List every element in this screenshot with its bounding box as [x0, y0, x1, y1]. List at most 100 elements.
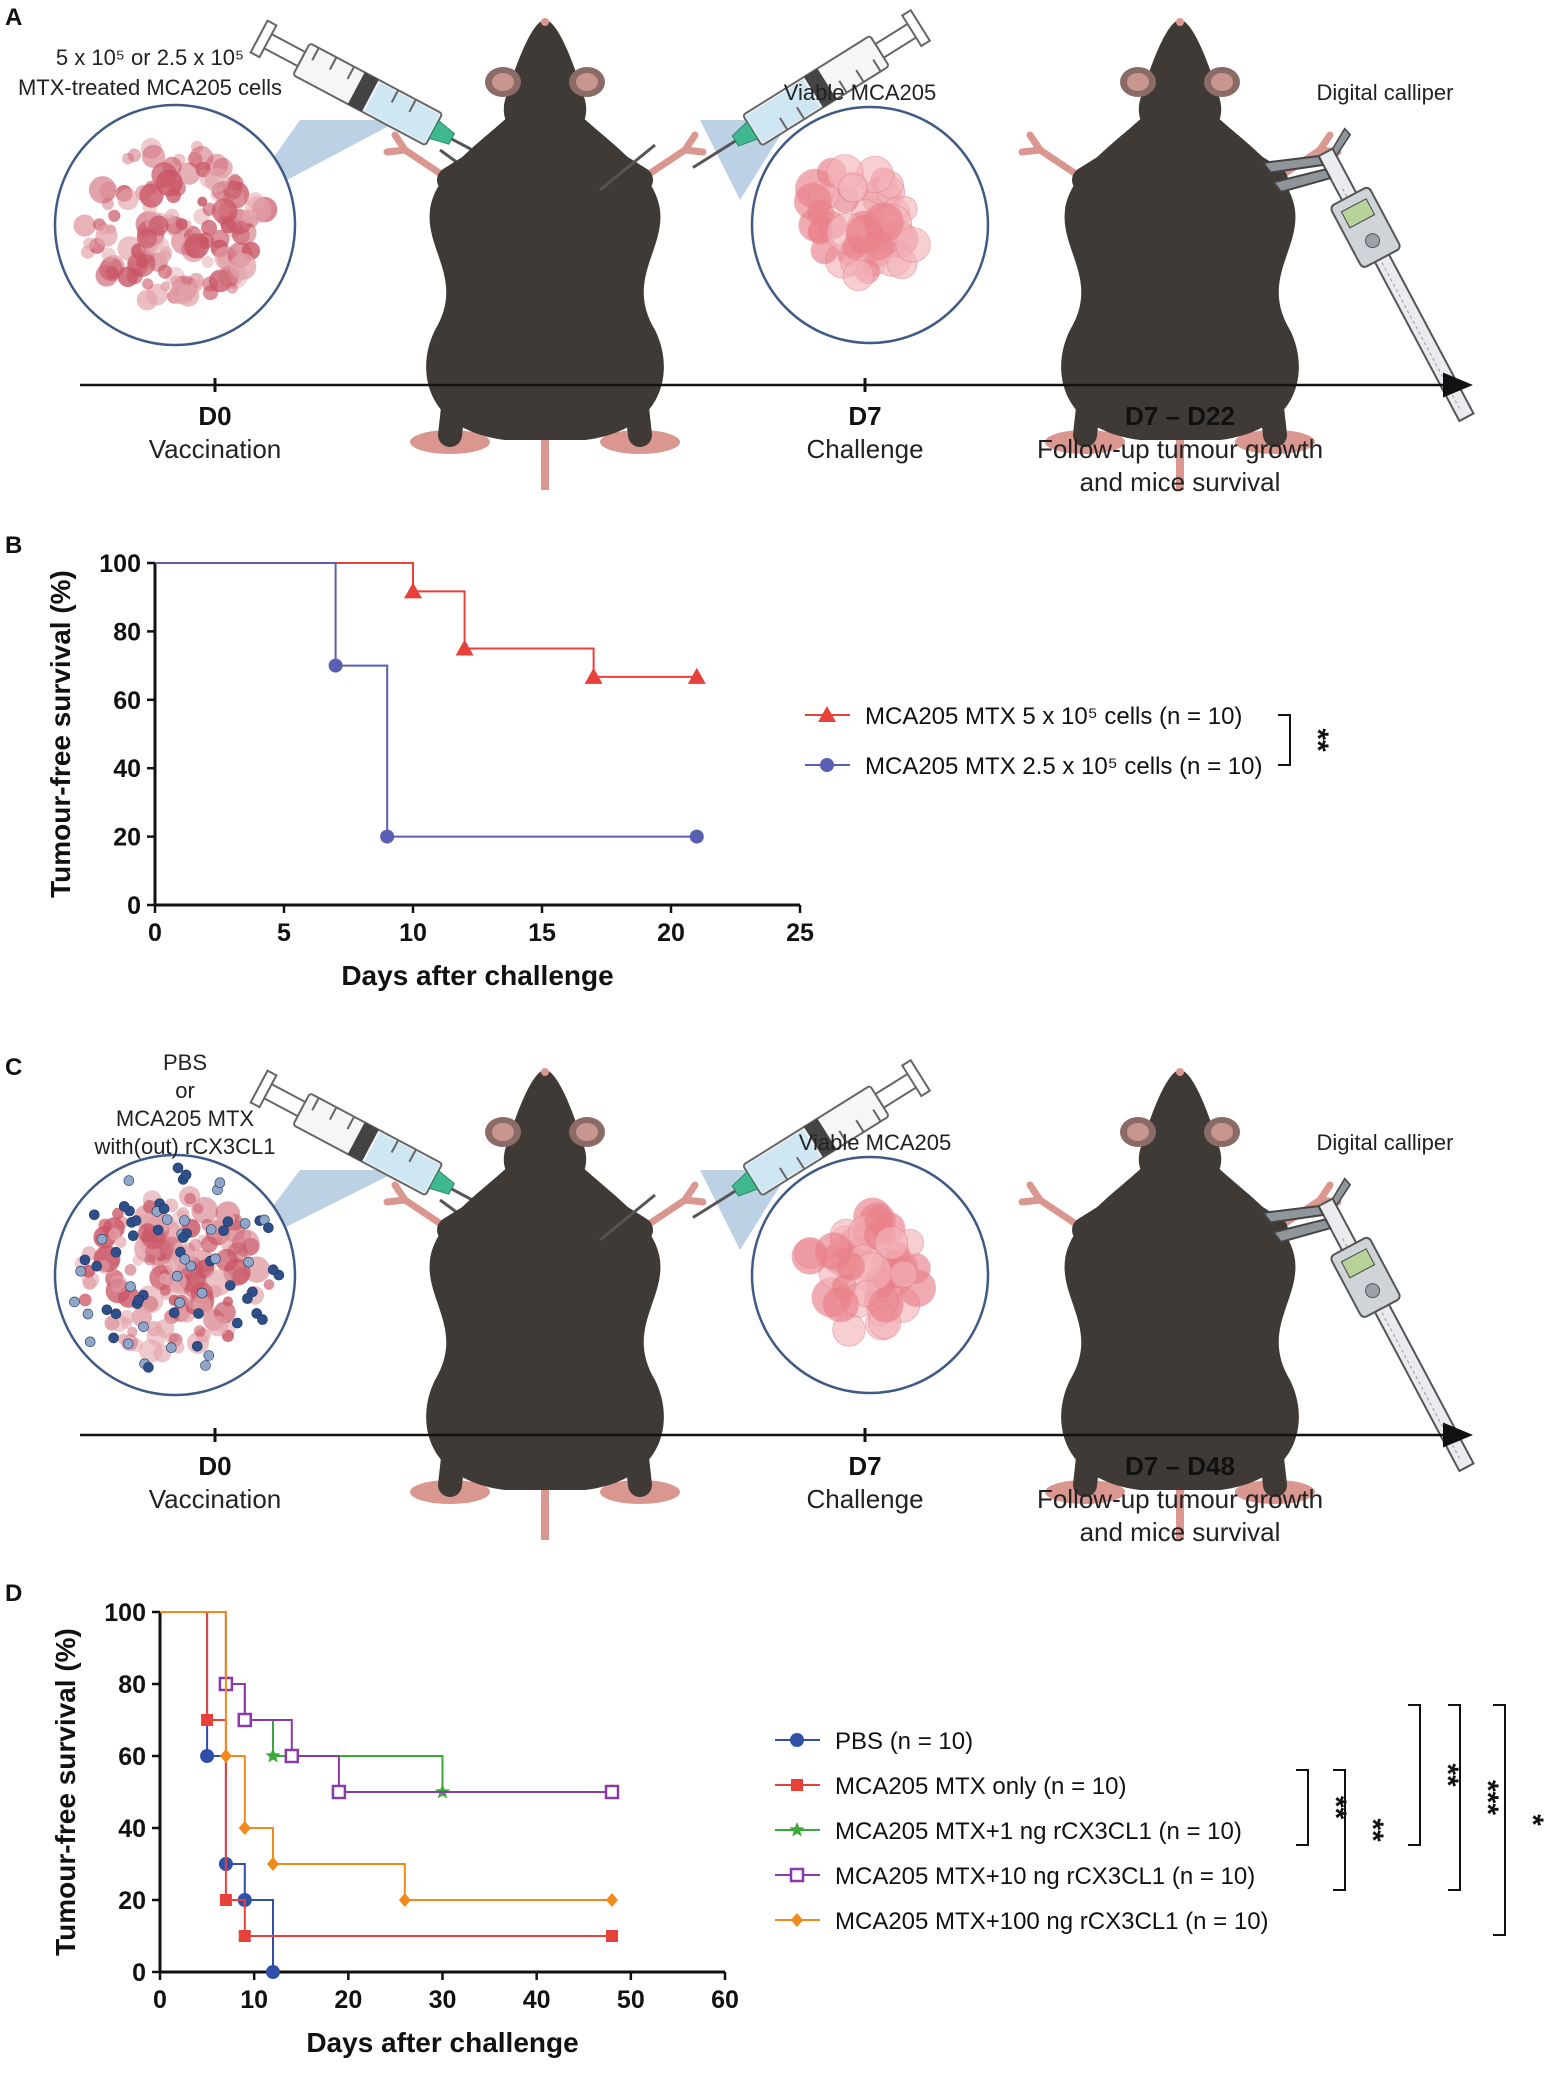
x-tick-label: 25	[786, 919, 814, 947]
cell-blob	[159, 1284, 171, 1296]
x-tick-label: 60	[711, 1986, 739, 2014]
chemokine-dot	[179, 1254, 191, 1265]
significance-d-4-label: ***	[1471, 1780, 1504, 1815]
chemokine-dot	[130, 1215, 142, 1226]
chemokine-dot	[91, 1260, 102, 1272]
tumour-cell	[874, 1226, 909, 1260]
data-point	[284, 1748, 300, 1764]
survival-curve-1	[160, 1611, 612, 1937]
chemokine-dot	[138, 1321, 149, 1333]
cell-blob	[109, 1275, 128, 1293]
data-point	[219, 1894, 232, 1906]
viable-tumour-illustration	[791, 1197, 937, 1347]
y-tick-label: 100	[104, 1599, 146, 1627]
legend-label: MCA205 MTX+100 ng rCX3CL1 (n = 10)	[835, 1908, 1269, 1935]
data-point	[238, 1821, 251, 1835]
survival-chart-d: 0 10 20 30 40 50 60 0 20 40 60 80 100 Days after chal…	[50, 1599, 1545, 2058]
chemokine-dot	[185, 1260, 197, 1272]
panel-label-d: D	[5, 1580, 22, 1607]
chemokine-dot	[171, 1270, 183, 1282]
data-point	[606, 1893, 618, 1907]
y-tick-label: 20	[113, 824, 141, 852]
x-tick-label: 30	[429, 1986, 457, 2014]
x-tick-label: 20	[657, 919, 685, 947]
chemokine-dot	[133, 1294, 144, 1306]
panel-label-b: B	[5, 532, 22, 559]
legend-marker	[818, 706, 836, 722]
cell-blob	[73, 214, 96, 237]
cell-blob	[201, 256, 214, 268]
chemokine-dot	[242, 1293, 253, 1304]
vaccine-caption-line1: PBS	[163, 1050, 207, 1075]
survival-curve-2	[160, 1611, 612, 1793]
chemokine-dot	[225, 1280, 236, 1291]
cell-blob	[189, 145, 214, 171]
significance-d-5-label: *	[1516, 1814, 1545, 1826]
cell-blob	[126, 268, 143, 285]
cell-blob	[231, 1229, 260, 1258]
chemokine-dot	[108, 1332, 119, 1344]
y-tick-label: 40	[118, 1815, 146, 1843]
cell-blob	[148, 215, 169, 236]
y-tick-label: 80	[113, 618, 141, 646]
chemokine-dot	[89, 1209, 100, 1221]
cell-blob	[139, 183, 164, 208]
cell-blob	[101, 247, 117, 263]
panel-label-c: C	[5, 1054, 22, 1081]
chemokine-dot	[210, 1253, 221, 1265]
data-point	[604, 1784, 620, 1800]
cell-blob	[232, 1267, 250, 1285]
mouse-vaccination-icon	[387, 18, 703, 490]
timeline-label-challenge: Challenge	[806, 1484, 923, 1514]
chemokine-dot	[122, 1338, 134, 1350]
chemokine-dot	[257, 1314, 268, 1325]
chemokine-dot	[174, 1297, 185, 1308]
chemokine-dot	[222, 1216, 234, 1227]
chemokine-dot	[125, 1281, 136, 1292]
chemokine-dot	[263, 1222, 274, 1234]
chemokine-dot	[166, 1342, 177, 1353]
y-axis-title: Tumour-free survival (%)	[45, 570, 76, 898]
x-tick-label: 50	[617, 1986, 645, 2014]
cell-blob	[129, 1338, 144, 1352]
timeline-day-d7: D7	[848, 1451, 881, 1481]
cell-blob	[98, 1218, 112, 1232]
chemokine-dot	[177, 1232, 189, 1243]
chemokine-dot	[110, 1247, 122, 1258]
data-point	[455, 639, 474, 656]
cell-blob	[229, 253, 257, 280]
schematic-c: PBS or MCA205 MTX with(out) rCX3CL1 Viab…	[53, 1050, 1494, 1547]
y-tick-label: 20	[118, 1887, 146, 1915]
vaccine-caption-line2: or	[175, 1078, 195, 1103]
cell-blob	[226, 282, 238, 294]
chemokine-dot	[127, 1230, 139, 1241]
cell-blob	[141, 144, 166, 168]
cell-blob	[155, 169, 183, 197]
survival-curve-1	[155, 562, 697, 838]
cell-blob	[108, 209, 121, 222]
legend-label: PBS (n = 10)	[835, 1728, 973, 1755]
tumour-cell	[868, 1287, 904, 1323]
chemokine-dot	[172, 1162, 184, 1174]
chemokine-dot	[193, 1308, 204, 1319]
cell-blob	[263, 1279, 275, 1290]
chemokine-dot	[205, 1224, 217, 1235]
chemokine-dot	[75, 1266, 86, 1277]
cell-blob	[145, 1238, 173, 1266]
cell-blob	[190, 279, 203, 292]
timeline-label-vaccination: Vaccination	[149, 434, 282, 464]
significance-b-label: **	[1301, 728, 1334, 752]
chemokine-dot	[110, 1308, 122, 1320]
cell-blob	[218, 215, 230, 227]
calliper-caption: Digital calliper	[1317, 80, 1454, 105]
data-point	[584, 667, 603, 684]
cell-blob	[242, 209, 257, 224]
cell-blob	[105, 266, 119, 280]
data-point	[238, 1930, 251, 1942]
mtx-cells-with-chemokine-illustration	[69, 1162, 285, 1373]
cell-blob	[240, 1229, 252, 1241]
legend-label: MCA205 MTX+10 ng rCX3CL1 (n = 10)	[835, 1863, 1255, 1890]
data-point	[380, 829, 395, 844]
data-point	[687, 667, 706, 684]
chemokine-dot	[267, 1264, 279, 1275]
